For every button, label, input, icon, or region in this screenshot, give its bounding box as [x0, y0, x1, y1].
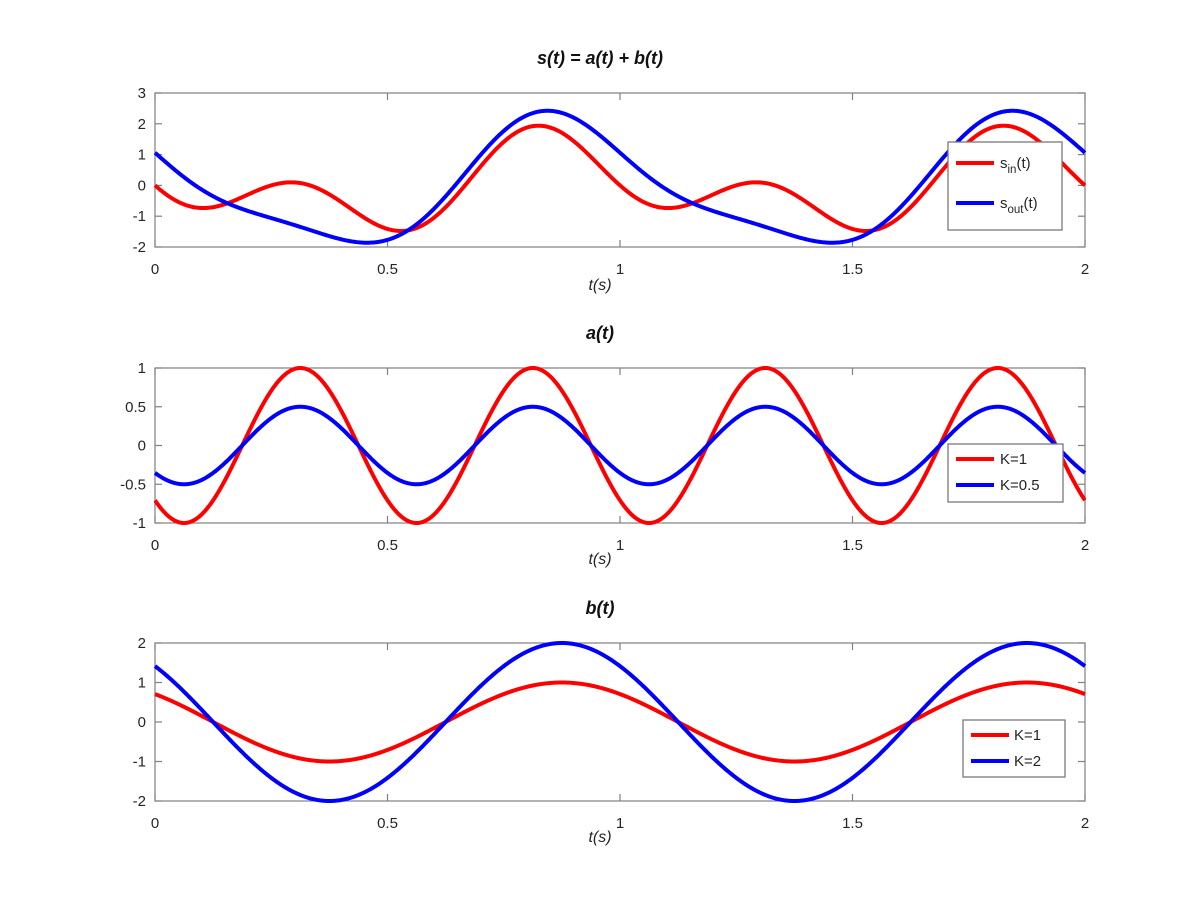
series-line-s-in-t-: [154, 123, 1086, 233]
y-tick-label: -1: [133, 754, 146, 771]
legend-box: [947, 141, 1063, 231]
x-tick-label: 2: [1081, 261, 1089, 278]
legend-entry-label: K=0.5: [1000, 477, 1040, 494]
x-tick-label: 2: [1081, 537, 1089, 554]
x-tick-label: 0.5: [377, 537, 398, 554]
y-tick-label: -1: [133, 208, 146, 225]
y-tick-label: -1: [133, 515, 146, 532]
x-tick-label: 1.5: [842, 261, 863, 278]
y-tick-label: 1: [138, 147, 146, 164]
legend-box: [947, 443, 1064, 503]
y-tick-label: 2: [138, 116, 146, 133]
y-tick-label: -2: [133, 239, 146, 256]
subplot-0: 0 0.5 1 1.5 2 -2 -1 0 1 2 3 sin(t) sout(t): [133, 85, 1090, 278]
legend-entry-label: K=1: [1014, 727, 1041, 744]
series-line-k-1: [154, 680, 1086, 764]
legend-box: [962, 719, 1066, 778]
x-tick-label: 0: [151, 537, 159, 554]
legend: sin(t) sout(t): [947, 141, 1063, 231]
series-line-s-out-t-: [154, 108, 1086, 245]
legend-entry-label: K=2: [1014, 753, 1041, 770]
x-tick-label: 0.5: [377, 261, 398, 278]
y-tick-label: 1: [138, 675, 146, 692]
y-tick-label: 2: [138, 635, 146, 652]
x-tick-label: 1: [616, 261, 624, 278]
x-tick-label: 1: [616, 815, 624, 832]
x-tick-label: 0.5: [377, 815, 398, 832]
x-tick-label: 0: [151, 261, 159, 278]
series-line-k-1: [154, 366, 1086, 525]
legend: K=1 K=2: [962, 719, 1066, 778]
x-tick-label: 0: [151, 815, 159, 832]
legend-entry-label: sin(t): [1000, 155, 1031, 176]
x-tick-label: 1: [616, 537, 624, 554]
legend: K=1 K=0.5: [947, 443, 1064, 503]
subplot-2: 0 0.5 1 1.5 2 -2 -1 0 1 2 K=1 K=2: [133, 635, 1090, 832]
y-tick-label: 0: [138, 438, 146, 455]
y-tick-label: 3: [138, 85, 146, 102]
y-tick-label: 0.5: [125, 399, 146, 416]
x-tick-label: 2: [1081, 815, 1089, 832]
legend-entry-label: sout(t): [1000, 195, 1038, 216]
y-tick-label: -0.5: [120, 476, 146, 493]
x-tick-label: 1.5: [842, 537, 863, 554]
y-tick-label: 1: [138, 360, 146, 377]
y-tick-label: 0: [138, 177, 146, 194]
x-tick-label: 1.5: [842, 815, 863, 832]
y-tick-label: -2: [133, 793, 146, 810]
series-line-k-2: [154, 641, 1086, 803]
legend-entry-label: K=1: [1000, 451, 1027, 468]
subplot-1: 0 0.5 1 1.5 2 -1 -0.5 0 0.5 1 K=1 K=0.5: [120, 360, 1089, 554]
y-tick-label: 0: [138, 714, 146, 731]
series-line-k-0-5: [154, 404, 1086, 487]
